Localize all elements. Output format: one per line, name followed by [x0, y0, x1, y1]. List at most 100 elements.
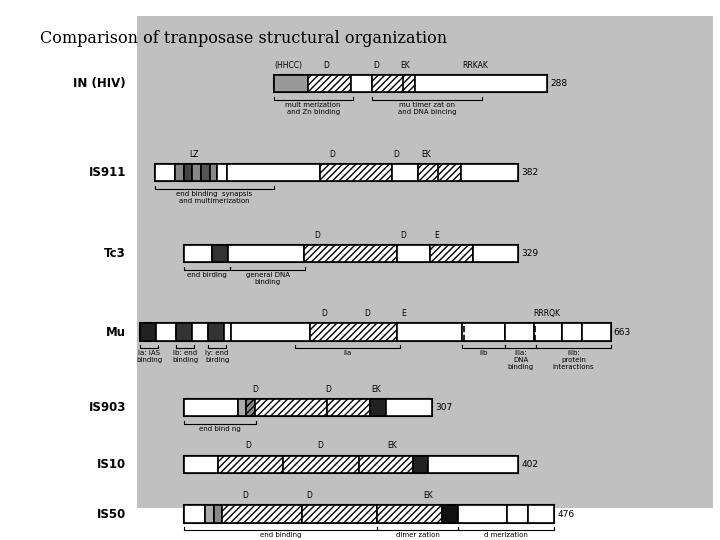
Bar	[458, 505, 507, 523]
Bar	[184, 505, 205, 523]
Text: Ia: IAS
binding: Ia: IAS binding	[136, 350, 163, 363]
Text: d merization: d merization	[485, 532, 528, 538]
Bar	[283, 456, 359, 473]
Bar	[386, 399, 432, 416]
Bar	[442, 505, 458, 523]
Text: D: D	[364, 309, 370, 318]
Bar	[308, 75, 351, 92]
Text: 382: 382	[521, 168, 539, 177]
Bar	[217, 164, 227, 181]
Bar	[255, 399, 327, 416]
Text: mult merization
and Zn binding: mult merization and Zn binding	[285, 102, 341, 114]
Bar	[238, 399, 246, 416]
Bar	[505, 323, 534, 341]
Text: end birding: end birding	[187, 272, 227, 278]
Text: D: D	[400, 231, 406, 240]
Bar	[562, 323, 582, 341]
Text: D: D	[373, 60, 379, 70]
Bar	[155, 164, 518, 181]
Bar	[184, 245, 518, 262]
Text: D: D	[314, 231, 320, 240]
Text: (HHCC): (HHCC)	[274, 60, 302, 70]
Bar	[397, 323, 462, 341]
Bar	[428, 456, 518, 473]
Bar	[372, 75, 415, 92]
Bar	[327, 399, 370, 416]
Text: mu timer zat on
and DNA bincing: mu timer zat on and DNA bincing	[397, 102, 456, 114]
Text: Mu: Mu	[106, 326, 126, 339]
Bar	[528, 505, 554, 523]
Text: IS903: IS903	[89, 401, 126, 414]
Text: EK: EK	[387, 441, 397, 450]
Text: D: D	[330, 150, 336, 159]
Bar	[351, 75, 372, 92]
Text: D: D	[325, 384, 331, 394]
Bar	[274, 75, 547, 92]
Text: D: D	[246, 441, 251, 450]
Bar	[228, 245, 304, 262]
Text: EK: EK	[421, 150, 431, 159]
Text: IS911: IS911	[89, 166, 126, 179]
Bar	[137, 16, 713, 508]
Text: Ib: end
binding: Ib: end binding	[172, 350, 199, 363]
Text: D: D	[307, 491, 312, 500]
Text: Comparison of tranposase structural organization: Comparison of tranposase structural orga…	[40, 30, 446, 46]
Bar	[184, 164, 192, 181]
Bar	[359, 456, 413, 473]
Text: 307: 307	[435, 403, 452, 412]
Text: 402: 402	[521, 460, 539, 469]
Text: end binding: end binding	[260, 532, 301, 538]
Text: Tc3: Tc3	[104, 247, 126, 260]
Text: 476: 476	[557, 510, 575, 518]
Bar	[507, 505, 528, 523]
Bar	[184, 505, 554, 523]
Bar	[184, 456, 518, 473]
Bar	[392, 164, 418, 181]
Text: D: D	[321, 309, 327, 318]
Text: D: D	[242, 491, 248, 500]
Text: EK: EK	[372, 384, 382, 394]
Text: Iy: end
birding: Iy: end birding	[205, 350, 229, 363]
Bar	[192, 323, 208, 341]
Text: IIIa:
DNA
binding: IIIa: DNA binding	[508, 350, 534, 370]
Bar	[156, 323, 176, 341]
Bar	[212, 245, 228, 262]
Bar	[192, 164, 201, 181]
Bar	[461, 164, 518, 181]
Text: 288: 288	[550, 79, 567, 88]
Text: D: D	[253, 384, 258, 394]
Text: RRRQK: RRRQK	[534, 309, 561, 318]
Bar	[231, 323, 310, 341]
Bar	[184, 456, 218, 473]
Bar	[218, 456, 283, 473]
Text: RRKAK: RRKAK	[462, 60, 488, 70]
Bar	[377, 505, 442, 523]
Bar	[210, 164, 217, 181]
Bar	[302, 505, 377, 523]
Text: 663: 663	[613, 328, 631, 336]
Text: LZ: LZ	[189, 150, 199, 159]
Text: D: D	[323, 60, 329, 70]
Text: E: E	[401, 309, 405, 318]
Bar	[418, 164, 461, 181]
Bar	[397, 245, 430, 262]
Bar	[246, 399, 255, 416]
Bar	[415, 75, 547, 92]
Text: end bind ng: end bind ng	[199, 426, 240, 431]
Bar	[413, 456, 428, 473]
Text: IS50: IS50	[96, 508, 126, 521]
Bar	[370, 399, 386, 416]
Bar	[224, 323, 231, 341]
Bar	[582, 323, 611, 341]
Bar	[184, 245, 212, 262]
Text: E: E	[434, 231, 438, 240]
Text: D: D	[393, 150, 399, 159]
Text: IN (HIV): IN (HIV)	[73, 77, 126, 90]
Text: IIa: IIa	[343, 350, 351, 356]
Bar	[320, 164, 392, 181]
Bar	[310, 323, 397, 341]
Bar	[208, 323, 224, 341]
Bar	[176, 323, 192, 341]
Bar	[214, 505, 222, 523]
Text: general DNA
binding: general DNA binding	[246, 272, 290, 285]
